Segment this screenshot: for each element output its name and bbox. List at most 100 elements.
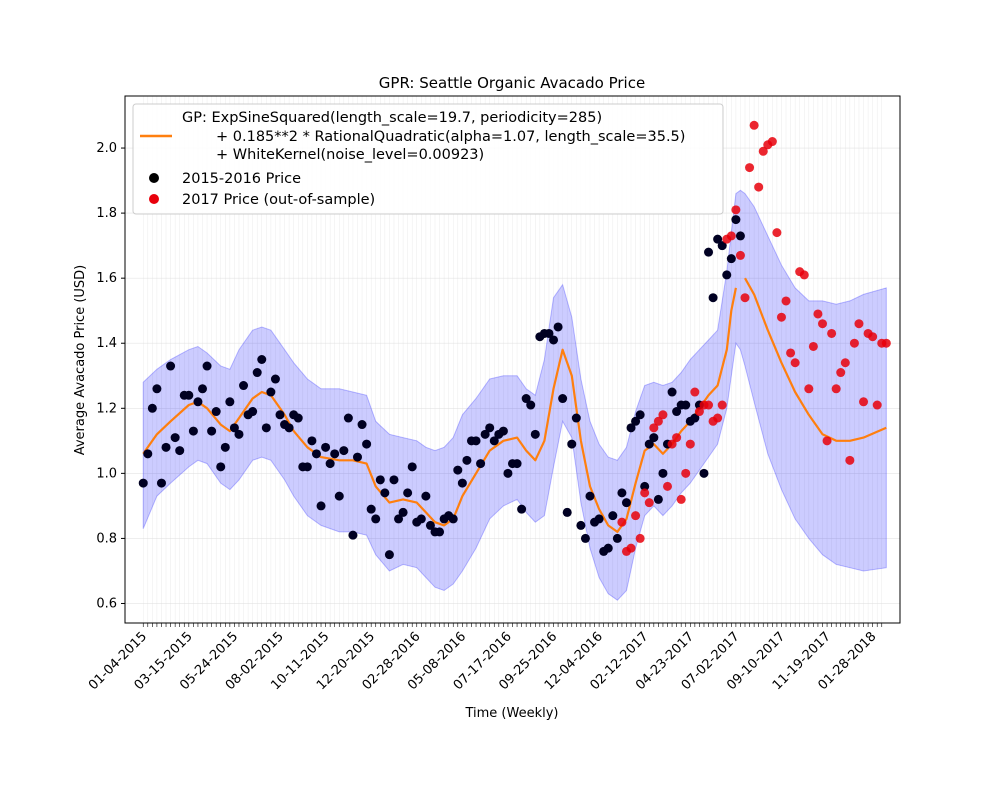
train-point (690, 413, 700, 423)
legend-box (132, 103, 724, 215)
train-point (553, 322, 563, 332)
train-point (530, 429, 540, 439)
train-point (672, 407, 682, 417)
test-point (849, 338, 859, 348)
test-point (859, 397, 869, 407)
y-tick-label: 0.8 (96, 531, 117, 546)
test-point (840, 358, 850, 368)
legend-train-label: 2015-2016 Price (182, 171, 301, 187)
legend-test-swatch (149, 194, 159, 204)
train-point (170, 433, 180, 443)
train-point (681, 400, 691, 410)
train-point (156, 478, 166, 488)
train-point (202, 361, 212, 371)
train-point (576, 520, 586, 530)
train-point (293, 413, 303, 423)
test-point (740, 293, 750, 303)
train-point (585, 491, 595, 501)
gp-mean-layer (142, 277, 887, 533)
train-point (644, 439, 654, 449)
test-point (776, 312, 786, 322)
test-point (749, 120, 759, 130)
gp-mean-line (142, 277, 887, 533)
train-point (207, 426, 217, 436)
train-point (261, 423, 271, 433)
y-tick-label: 0.6 (96, 596, 117, 611)
train-point (735, 231, 745, 241)
test-point (822, 436, 832, 446)
train-point (270, 374, 280, 384)
train-point (726, 254, 736, 264)
test-point (663, 481, 672, 491)
train-point (334, 491, 344, 501)
test-point (836, 368, 846, 378)
train-point (635, 410, 645, 420)
train-point (480, 429, 490, 439)
train-point (498, 426, 508, 436)
train-point (558, 394, 568, 404)
x-axis-label: Time (Weekly) (464, 706, 558, 721)
y-tick-label: 1.8 (96, 206, 117, 221)
test-point (872, 400, 882, 410)
test-point (831, 384, 841, 394)
chart-title: GPR: Seattle Organic Avacado Price (379, 74, 645, 92)
train-point (152, 384, 162, 394)
train-point (384, 550, 394, 560)
test-point (804, 384, 814, 394)
train-point (526, 400, 536, 410)
test-point (726, 231, 736, 241)
train-point (457, 478, 467, 488)
train-point (239, 381, 249, 391)
train-point (193, 397, 203, 407)
train-point (658, 468, 668, 478)
train-point (462, 455, 472, 465)
train-point (603, 543, 613, 553)
train-point (316, 501, 326, 511)
test-point (690, 387, 700, 397)
train-point (731, 215, 741, 225)
train-point (617, 488, 627, 498)
train-point (311, 449, 321, 459)
train-point (489, 436, 499, 446)
legend-test-label: 2017 Price (out-of-sample) (182, 192, 375, 208)
train-point (571, 413, 581, 423)
train-point (147, 403, 157, 413)
y-axis-label: Average Avacado Price (USD) (73, 265, 88, 456)
train-point (339, 446, 349, 456)
legend-gp-line-2: + 0.185**2 * RationalQuadratic(alpha=1.0… (216, 129, 685, 145)
train-point (348, 530, 358, 540)
train-point (275, 410, 285, 420)
test-point (640, 488, 650, 498)
train-point (330, 449, 340, 459)
test-point (717, 400, 727, 410)
train-point (284, 423, 294, 433)
train-point (216, 462, 226, 472)
train-point (220, 442, 230, 452)
train-point (343, 413, 353, 423)
train-point (353, 452, 362, 462)
legend-gp-line-1: GP: ExpSineSquared(length_scale=19.7, pe… (182, 110, 602, 126)
test-point (854, 319, 864, 329)
train-point (143, 449, 153, 459)
train-point (357, 420, 367, 430)
train-point (416, 514, 426, 524)
test-point (735, 250, 745, 260)
train-point (198, 384, 207, 394)
train-point (398, 507, 408, 517)
y-tick-label: 2.0 (96, 141, 117, 156)
y-tick-label: 1.6 (96, 271, 117, 286)
train-point (225, 397, 235, 407)
train-point (640, 481, 650, 491)
confidence-band (142, 189, 887, 601)
train-point (407, 462, 417, 472)
test-point (745, 163, 755, 173)
train-point (325, 459, 335, 469)
train-point (425, 520, 435, 530)
train-point (307, 436, 317, 446)
test-point (685, 439, 695, 449)
train-point (380, 488, 390, 498)
test-point (713, 413, 723, 423)
y-tick-label: 1.2 (96, 401, 117, 416)
train-point (371, 514, 381, 524)
